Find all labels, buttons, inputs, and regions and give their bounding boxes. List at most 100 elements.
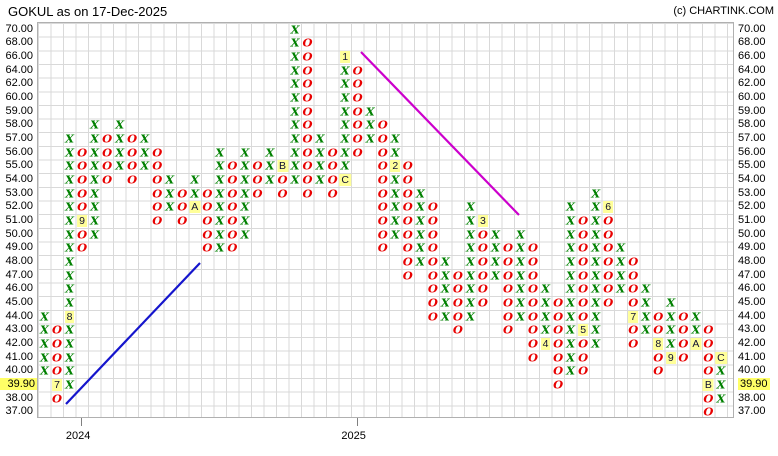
price-label-right: 59.00 — [738, 104, 766, 117]
pnf-x-glyph: X — [215, 145, 225, 160]
pnf-o-glyph: O — [402, 199, 413, 214]
price-label-left: 56.00 — [5, 145, 33, 158]
pnf-o-glyph: O — [127, 172, 138, 187]
pnf-x-glyph: X — [465, 268, 475, 283]
pnf-o-glyph: O — [177, 186, 188, 201]
pnf-x-glyph: X — [516, 268, 525, 283]
pnf-x-glyph: X — [290, 145, 300, 160]
pnf-x-glyph: X — [591, 186, 601, 201]
price-label-left: 70.00 — [5, 22, 33, 35]
pnf-o-glyph: O — [502, 268, 513, 283]
pnf-o-glyph: O — [77, 158, 88, 173]
price-label-right: 60.00 — [738, 91, 766, 104]
price-label-right: 48.00 — [738, 254, 766, 267]
price-label-right: 58.00 — [738, 118, 766, 131]
pnf-o-glyph: O — [52, 322, 63, 337]
copyright-text: (c) CHARTINK.COM — [673, 5, 774, 17]
pnf-x-glyph: X — [115, 145, 125, 160]
month-marker: 6 — [603, 201, 614, 214]
year-tick — [81, 418, 83, 426]
pnf-x-glyph: X — [40, 322, 49, 337]
pnf-o-glyph: O — [77, 145, 88, 160]
pnf-o-glyph: O — [477, 281, 488, 296]
pnf-o-glyph: O — [377, 172, 388, 187]
pnf-o-glyph: O — [427, 281, 438, 296]
pnf-o-glyph: O — [402, 254, 413, 269]
year-label: 2024 — [65, 430, 91, 442]
pnf-x-glyph: X — [415, 227, 425, 242]
price-label-left: 51.00 — [5, 213, 33, 226]
price-label-left: 50.00 — [5, 227, 33, 240]
pnf-x-glyph: X — [440, 268, 450, 283]
price-label-right: 39.90 — [738, 377, 770, 390]
pnf-x-glyph: X — [65, 350, 75, 365]
pnf-o-glyph: O — [352, 104, 363, 119]
pnf-x-glyph: X — [465, 213, 475, 228]
pnf-x-glyph: X — [541, 309, 551, 324]
pnf-x-glyph: X — [616, 254, 626, 269]
pnf-o-glyph: O — [553, 350, 564, 365]
price-label-right: 46.00 — [738, 282, 766, 295]
pnf-o-glyph: O — [528, 322, 539, 337]
pnf-o-glyph: O — [377, 158, 388, 173]
pnf-o-glyph: O — [77, 186, 88, 201]
pnf-o-glyph: O — [603, 227, 614, 242]
pnf-o-glyph: O — [402, 213, 413, 228]
pnf-o-glyph: O — [252, 172, 263, 187]
pnf-x-glyph: X — [290, 22, 300, 37]
pnf-o-glyph: O — [578, 227, 589, 242]
pnf-x-glyph: X — [516, 227, 525, 242]
pnf-o-glyph: O — [477, 295, 488, 310]
pnf-o-glyph: O — [703, 391, 714, 405]
pnf-x-glyph: X — [440, 281, 450, 296]
pnf-o-glyph: O — [402, 186, 413, 201]
price-label-right: 38.00 — [738, 391, 766, 404]
price-label-left: 45.00 — [5, 295, 33, 308]
pnf-o-glyph: O — [603, 213, 614, 228]
pnf-o-glyph: O — [52, 363, 63, 378]
pnf-x-glyph: X — [90, 172, 100, 187]
pnf-o-glyph: O — [678, 322, 689, 337]
pnf-x-glyph: X — [40, 363, 49, 378]
pnf-o-glyph: O — [578, 254, 589, 269]
price-label-right: 43.00 — [738, 323, 766, 336]
pnf-o-glyph: O — [77, 240, 88, 255]
price-label-right: 42.00 — [738, 336, 766, 349]
month-marker: 4 — [540, 337, 551, 350]
pnf-x-glyph: X — [90, 131, 100, 146]
pnf-x-glyph: X — [115, 131, 125, 146]
pnf-o-glyph: O — [202, 186, 213, 201]
pnf-o-glyph: O — [102, 172, 113, 187]
pnf-o-glyph: O — [77, 199, 88, 214]
pnf-o-glyph: O — [703, 322, 714, 337]
pnf-o-glyph: O — [528, 336, 539, 351]
pnf-o-glyph: O — [227, 172, 238, 187]
pnf-x-glyph: X — [215, 213, 225, 228]
pnf-x-glyph: X — [566, 268, 576, 283]
pnf-x-glyph: X — [290, 76, 300, 91]
pnf-x-glyph: X — [290, 131, 300, 146]
pnf-o-glyph: O — [302, 158, 313, 173]
month-marker: B — [702, 378, 714, 391]
pnf-x-glyph: X — [40, 336, 49, 351]
pnf-o-glyph: O — [302, 35, 313, 50]
pnf-o-glyph: O — [553, 336, 564, 351]
pnf-o-glyph: O — [553, 363, 564, 378]
pnf-o-glyph: O — [277, 186, 288, 201]
pnf-x-glyph: X — [541, 322, 551, 337]
pnf-x-glyph: X — [591, 281, 601, 296]
pnf-x-glyph: X — [591, 336, 601, 351]
pnf-o-glyph: O — [77, 227, 88, 242]
price-label-left: 41.00 — [5, 350, 33, 363]
pnf-x-glyph: X — [165, 186, 175, 201]
pnf-x-glyph: X — [290, 104, 300, 119]
price-label-right: 70.00 — [738, 22, 766, 35]
price-label-left: 64.00 — [5, 63, 33, 76]
pnf-o-glyph: O — [152, 186, 163, 201]
price-label-right: 52.00 — [738, 200, 766, 213]
month-marker: C — [339, 174, 351, 187]
pnf-x-glyph: X — [340, 145, 350, 160]
pnf-o-glyph: O — [578, 268, 589, 283]
pnf-o-glyph: O — [127, 145, 138, 160]
